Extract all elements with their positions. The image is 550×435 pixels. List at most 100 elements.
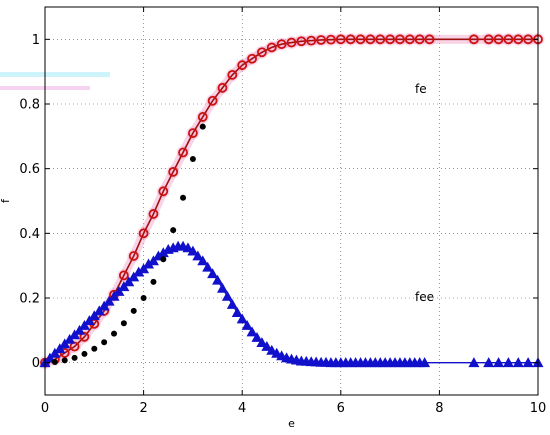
series-2-point [251,331,263,342]
y-axis-label: f [0,198,12,203]
x-axis-label: e [288,417,295,430]
x-tick-label: 6 [337,401,345,416]
series-2-point [202,261,214,272]
x-tick-label: 4 [238,401,246,416]
series-1-point [345,34,356,45]
series-1-point [493,34,504,45]
series-1-point [69,341,80,352]
series-1-point [276,39,287,50]
series-1-point [523,34,534,45]
series-1-point [483,34,494,45]
y-tick-label: 0.6 [19,162,40,177]
series-1-point [326,34,336,45]
series-1-point [513,34,524,45]
series-3-point [189,155,196,162]
series-2-point [522,357,534,368]
series-1-point [266,42,277,53]
y-tick-label: 0.4 [19,227,40,242]
series-3-point [91,345,98,352]
series-2-point [483,357,495,368]
series-2-point [212,274,224,285]
series-1-point [404,34,415,45]
series-2-point [493,357,505,368]
series-1-point [217,82,228,93]
axes-layer: 0 2 4 6 8 10 0 0.2 0.4 0.6 0.8 1 [19,6,547,416]
series-2-point [207,268,219,279]
y-tick-label: 1 [32,33,40,48]
series-2-point [133,266,145,277]
series-3-point [180,194,187,201]
series-2-point [192,250,204,261]
series-1-point [335,34,346,45]
series-1-point [128,251,139,261]
series-2-point [246,326,258,337]
y-tick-label: 0.8 [19,98,40,113]
series-2-point [231,307,243,317]
x-tick-label: 0 [41,401,49,416]
series-3-point [101,339,108,346]
series-2-point [419,357,431,368]
series-1-point [187,128,198,139]
artifact-smear [0,72,110,77]
series-2-point [216,282,228,293]
annotation-fee: fee [415,290,434,304]
y-tick-label: 0 [32,356,40,371]
x-tick-label: 2 [139,401,147,416]
series-3-point [160,256,167,263]
x-tick-label: 8 [435,401,443,416]
series-1-point [118,270,129,281]
series-3-point [150,278,157,285]
series-3-point [71,354,78,361]
annotation-fe: fe [415,82,427,96]
series-2-point [157,247,169,258]
series-3-point [61,357,68,364]
series-layer [38,32,545,370]
series-2-point [187,245,199,256]
series-2-point [226,298,238,309]
text-layer: e f fe fee [0,82,434,430]
series-2-point [197,255,209,266]
series-2-point [236,313,248,324]
series-3-point [81,350,88,357]
series-1-point [286,37,297,48]
series-2-point [512,357,524,368]
series-2-point [256,337,268,348]
series-1-point [365,34,376,45]
series-1-point [79,331,90,342]
x-tick-label: 10 [530,401,547,416]
series-1-point [207,95,218,106]
series-1-point [197,112,208,122]
y-tick-label: 0.2 [19,292,40,307]
series-1-point [306,35,317,46]
series-3-point [51,359,58,366]
series-2-point [468,357,480,368]
series-3-point [140,295,147,301]
series-2-point [221,290,233,301]
series-2-point [502,357,514,368]
series-3-point [120,320,127,327]
series-1-point [148,209,159,219]
series-1-point [503,34,514,45]
plot-frame [44,6,539,396]
series-2-point [241,319,253,330]
series-1-point [316,35,326,45]
series-1-point [138,228,149,239]
series-1-point [385,34,396,45]
series-1-point [414,34,425,45]
series-2-point [143,258,155,269]
series-1-point [296,36,307,47]
series-1-point [355,34,366,45]
series-1-point [237,60,248,71]
series-1-point [178,147,188,158]
series-1-point [395,34,405,45]
series-1-point [424,34,435,45]
series-1-point [168,166,179,177]
series-1-point [375,34,386,45]
series-3-point [170,227,177,234]
series-1-point [469,34,479,45]
series-3-point [199,123,206,130]
series-3-point [130,307,137,314]
